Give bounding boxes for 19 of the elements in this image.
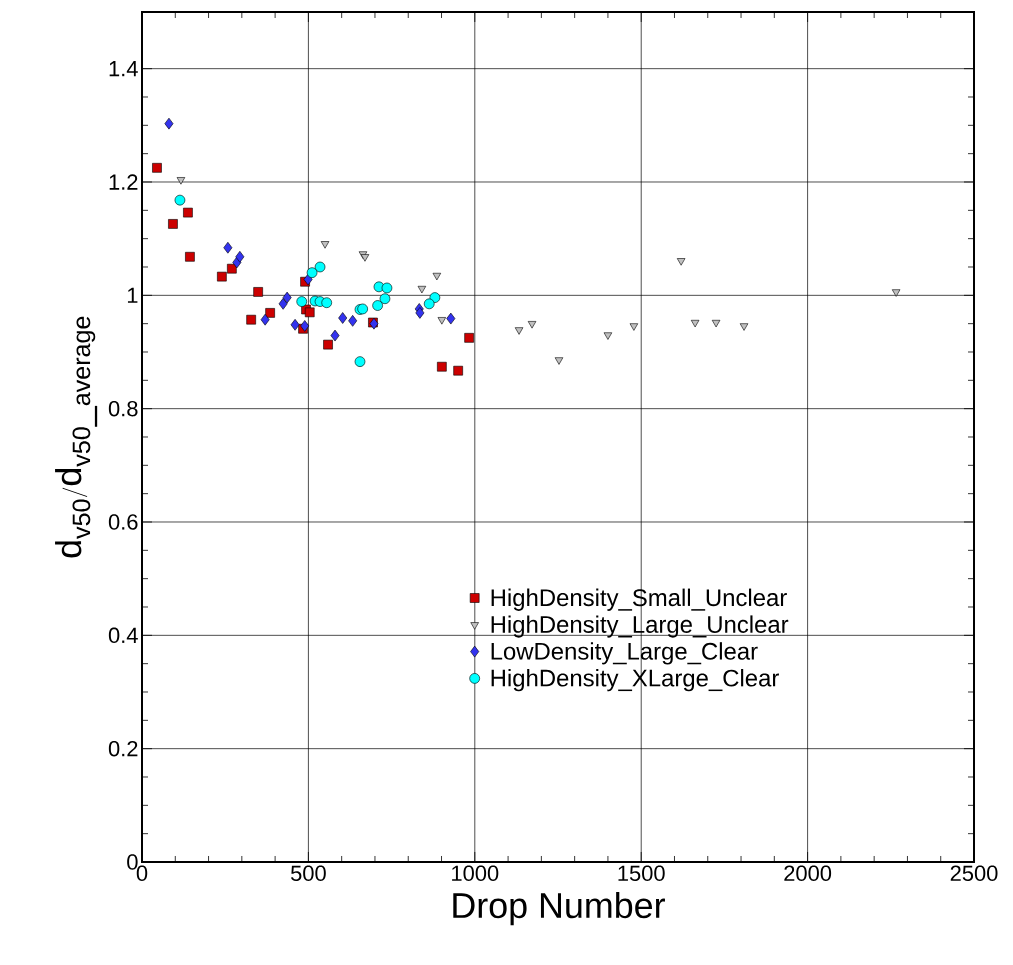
y-tick-label: 0 <box>127 854 138 870</box>
y-tick-label: 0.4 <box>108 627 138 644</box>
x-tick-label: 1000 <box>452 865 499 882</box>
x-tick-label: 2500 <box>950 865 998 882</box>
y-tick-label: 0.6 <box>108 514 138 530</box>
y-tick-label: 1 <box>127 287 138 303</box>
legend-label: HighDensity_XLarge_Clear <box>491 668 779 692</box>
x-tick-label: 2000 <box>784 865 832 882</box>
y-axis-title: $\mathrm{d}_{\mathrm{v50}}/\mathrm{d}_{\mathrm{v50\_average}}$ <box>55 316 98 558</box>
y-tick-label: 0.2 <box>108 740 138 757</box>
x-axis-title: Drop Number <box>453 891 665 926</box>
legend-label: HighDensity_Large_Unclear <box>491 615 789 638</box>
y-tick-label: 0.8 <box>108 400 138 417</box>
y-tick-label: 1.2 <box>109 174 138 190</box>
legend-label: HighDensity_Small_Unclear <box>491 588 787 611</box>
x-tick-label: 500 <box>290 865 326 882</box>
y-tick-label: 1.4 <box>109 61 138 77</box>
legend-label: LowDensity_Large_Clear <box>491 642 758 665</box>
x-tick-label: 1500 <box>618 865 665 882</box>
